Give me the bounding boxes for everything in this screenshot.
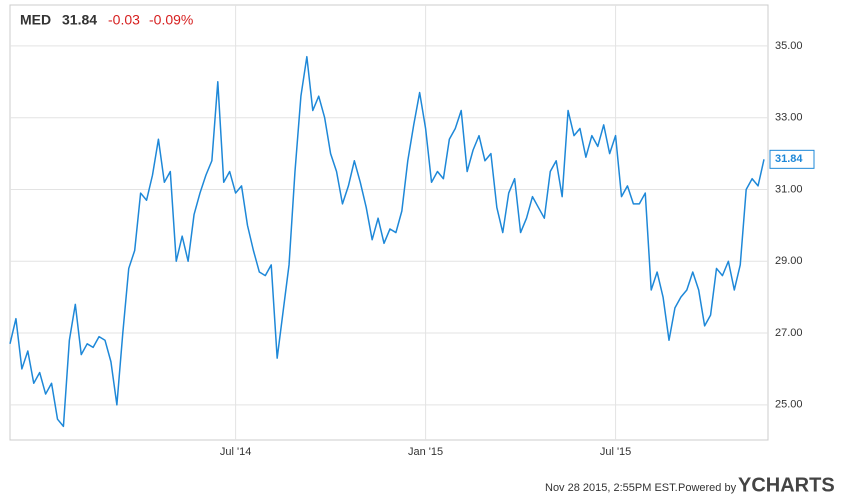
x-tick-label: Jan '15 xyxy=(408,446,443,458)
x-tick-label: Jul '15 xyxy=(600,446,631,458)
last-value-badge xyxy=(769,149,815,169)
powered-by: Powered by xyxy=(678,482,737,494)
change: -0.03 xyxy=(108,12,140,28)
price: 31.84 xyxy=(62,12,97,28)
grid xyxy=(10,5,768,440)
plot xyxy=(9,55,765,428)
last-value-label: 31.84 xyxy=(775,153,803,165)
brand-logo[interactable]: YCHARTS xyxy=(738,474,835,496)
y-tick-label: 25.00 xyxy=(775,399,803,411)
y-tick-label: 31.00 xyxy=(775,183,803,195)
timestamp: Nov 28 2015, 2:55PM EST. xyxy=(545,482,678,494)
change-percent: -0.09% xyxy=(149,12,193,28)
header-box xyxy=(12,8,202,34)
price-line xyxy=(9,55,765,428)
plot-frame xyxy=(9,4,769,441)
ticker: MED xyxy=(20,12,51,28)
y-tick-label: 35.00 xyxy=(775,40,803,52)
y-tick-label: 27.00 xyxy=(775,327,803,339)
y-tick-label: 33.00 xyxy=(775,112,803,124)
x-tick-label: Jul '14 xyxy=(220,446,251,458)
y-tick-label: 29.00 xyxy=(775,255,803,267)
